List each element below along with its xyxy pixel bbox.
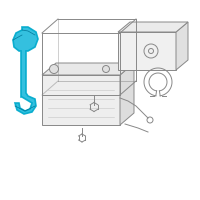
Circle shape — [102, 66, 110, 72]
Polygon shape — [42, 63, 134, 75]
Polygon shape — [42, 75, 120, 125]
Polygon shape — [120, 63, 134, 125]
Polygon shape — [176, 22, 188, 70]
Polygon shape — [118, 32, 176, 70]
Polygon shape — [118, 22, 188, 32]
Polygon shape — [13, 27, 38, 114]
Circle shape — [50, 64, 58, 73]
